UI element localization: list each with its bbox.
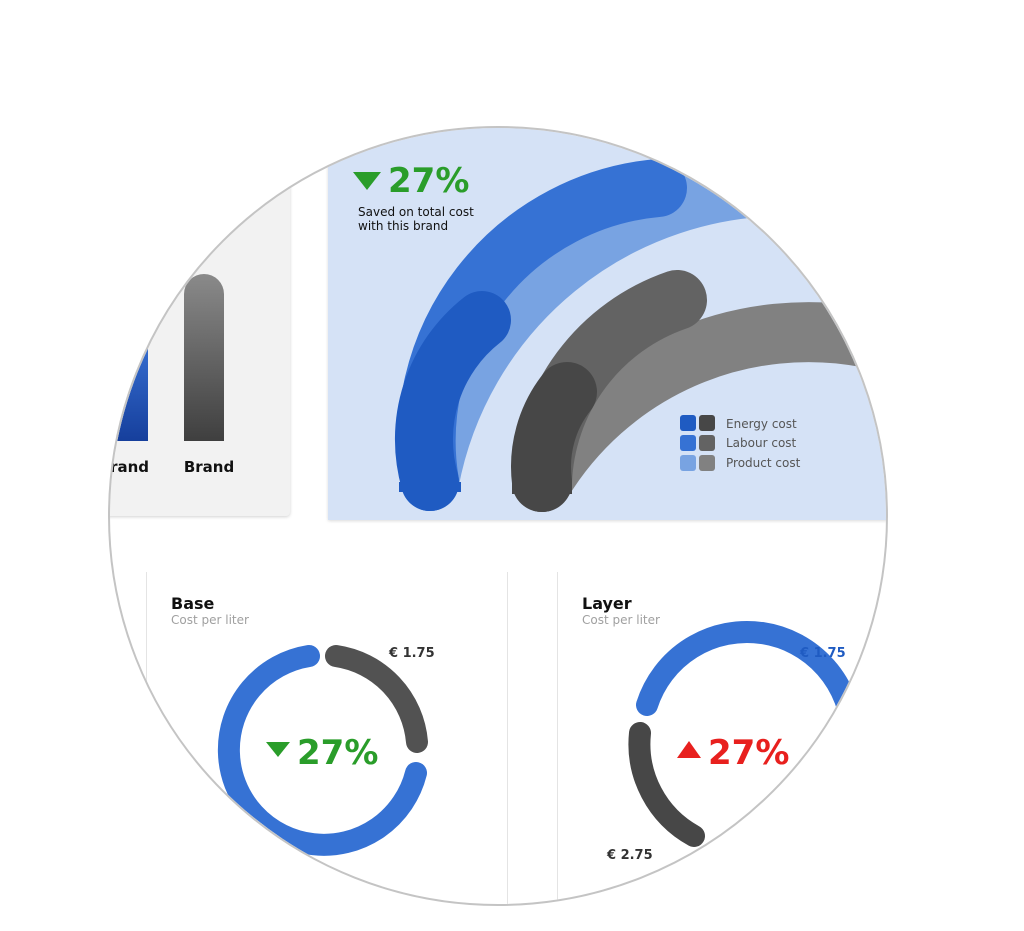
summary-percent: 27% xyxy=(388,161,469,201)
legend: Energy cost Labour cost Product cost xyxy=(680,415,801,471)
bar-label: Brand xyxy=(184,458,234,476)
base-donut-gray-arc xyxy=(325,645,428,753)
energy-cost-arc-gray xyxy=(511,362,597,512)
down-triangle-icon xyxy=(266,742,290,757)
layer-donut-blue-arc xyxy=(636,620,863,746)
magnified-dashboard: Base Cost per liter Layer Cost per liter… xyxy=(110,128,886,904)
layer-donut xyxy=(628,620,863,847)
energy-cost-arc-blue xyxy=(394,291,511,511)
partial-heading: s xyxy=(196,244,204,260)
legend-swatch-blue xyxy=(680,415,696,431)
card-title: Base xyxy=(171,594,215,613)
bar-label: rand xyxy=(110,458,149,476)
card-subtitle: Cost per liter xyxy=(171,613,249,627)
chart-canvas: s rand Brand 27% Saved on total cos xyxy=(110,157,886,863)
legend-label: Energy cost xyxy=(726,417,797,431)
legend-swatch-blue xyxy=(680,455,696,471)
base-donut xyxy=(217,645,428,856)
layer-percent: 27% xyxy=(708,733,789,773)
blue-arc-base xyxy=(399,482,461,492)
legend-swatch-blue xyxy=(680,435,696,451)
down-triangle-icon xyxy=(353,172,381,190)
layer-price-bottom: € 2.75 xyxy=(606,848,653,863)
up-triangle-icon xyxy=(677,741,701,758)
bar-gray xyxy=(184,274,224,441)
base-donut-blue-arc xyxy=(217,645,427,856)
summary-caption: with this brand xyxy=(358,219,448,233)
base-price-label: € 1.75 xyxy=(388,646,435,661)
layer-donut-gray-arc xyxy=(628,722,705,847)
card-subtitle: Cost per liter xyxy=(582,613,660,627)
gray-arc-base xyxy=(512,482,572,494)
radial-blue-series xyxy=(394,157,820,511)
layer-price-top: € 1.75 xyxy=(799,646,846,661)
legend-label: Product cost xyxy=(726,456,801,470)
radial-gray-series xyxy=(511,270,886,512)
bar-blue xyxy=(110,330,148,441)
legend-label: Labour cost xyxy=(726,436,797,450)
magnifier-lens: Base Cost per liter Layer Cost per liter… xyxy=(110,128,886,904)
base-percent: 27% xyxy=(297,733,378,773)
summary-caption: Saved on total cost xyxy=(358,205,474,219)
legend-swatch-gray xyxy=(699,415,715,431)
legend-swatch-gray xyxy=(699,455,715,471)
legend-swatch-gray xyxy=(699,435,715,451)
card-title: Layer xyxy=(582,594,632,613)
